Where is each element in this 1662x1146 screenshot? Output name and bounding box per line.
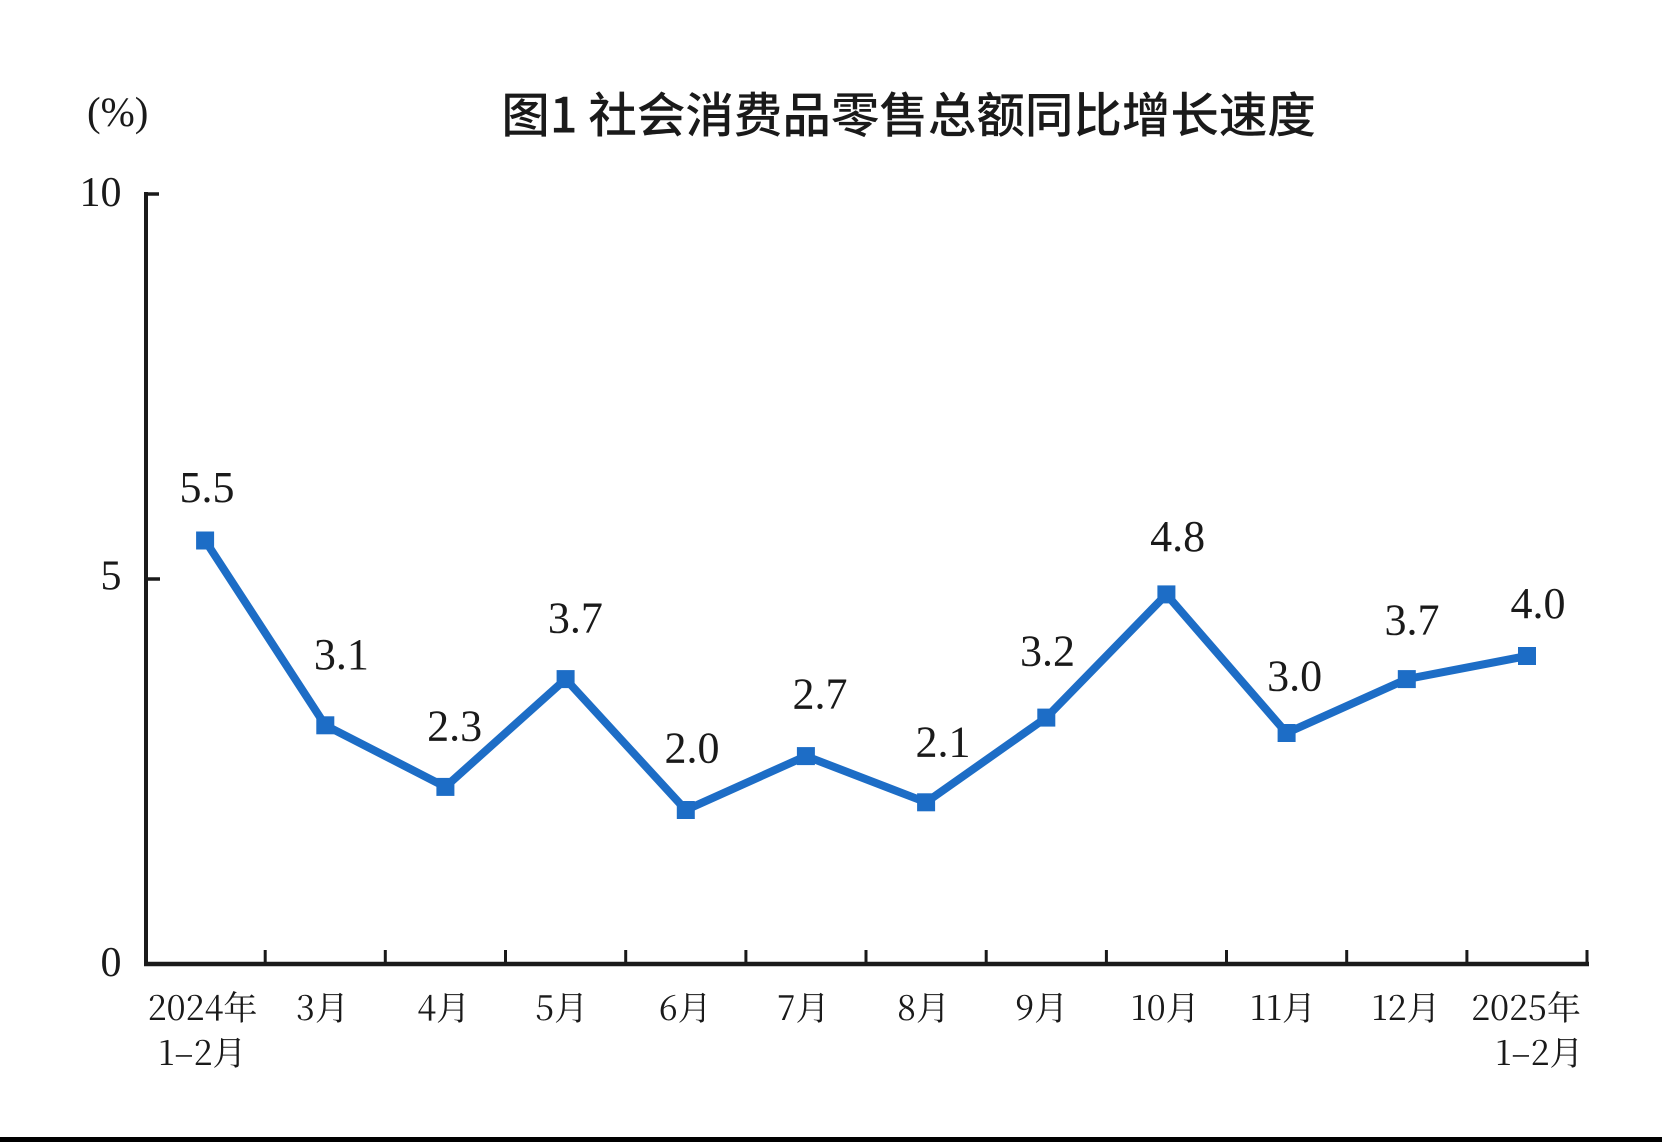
svg-text:3.1: 3.1 <box>314 630 369 679</box>
svg-text:3.7: 3.7 <box>548 593 603 642</box>
svg-text:5.5: 5.5 <box>180 463 235 512</box>
svg-text:2.3: 2.3 <box>427 702 482 751</box>
svg-text:2.0: 2.0 <box>665 724 720 773</box>
svg-text:0: 0 <box>101 940 122 986</box>
svg-text:4.8: 4.8 <box>1150 512 1205 561</box>
svg-text:2.1: 2.1 <box>916 718 971 767</box>
svg-text:10: 10 <box>80 170 122 216</box>
svg-text:3.2: 3.2 <box>1020 626 1075 675</box>
svg-text:3.0: 3.0 <box>1267 652 1322 701</box>
svg-text:2.7: 2.7 <box>793 669 848 718</box>
svg-text:4.0: 4.0 <box>1511 579 1566 628</box>
svg-text:5: 5 <box>101 554 122 600</box>
svg-text:3.7: 3.7 <box>1385 596 1440 645</box>
svg-text:(%): (%) <box>87 89 148 135</box>
